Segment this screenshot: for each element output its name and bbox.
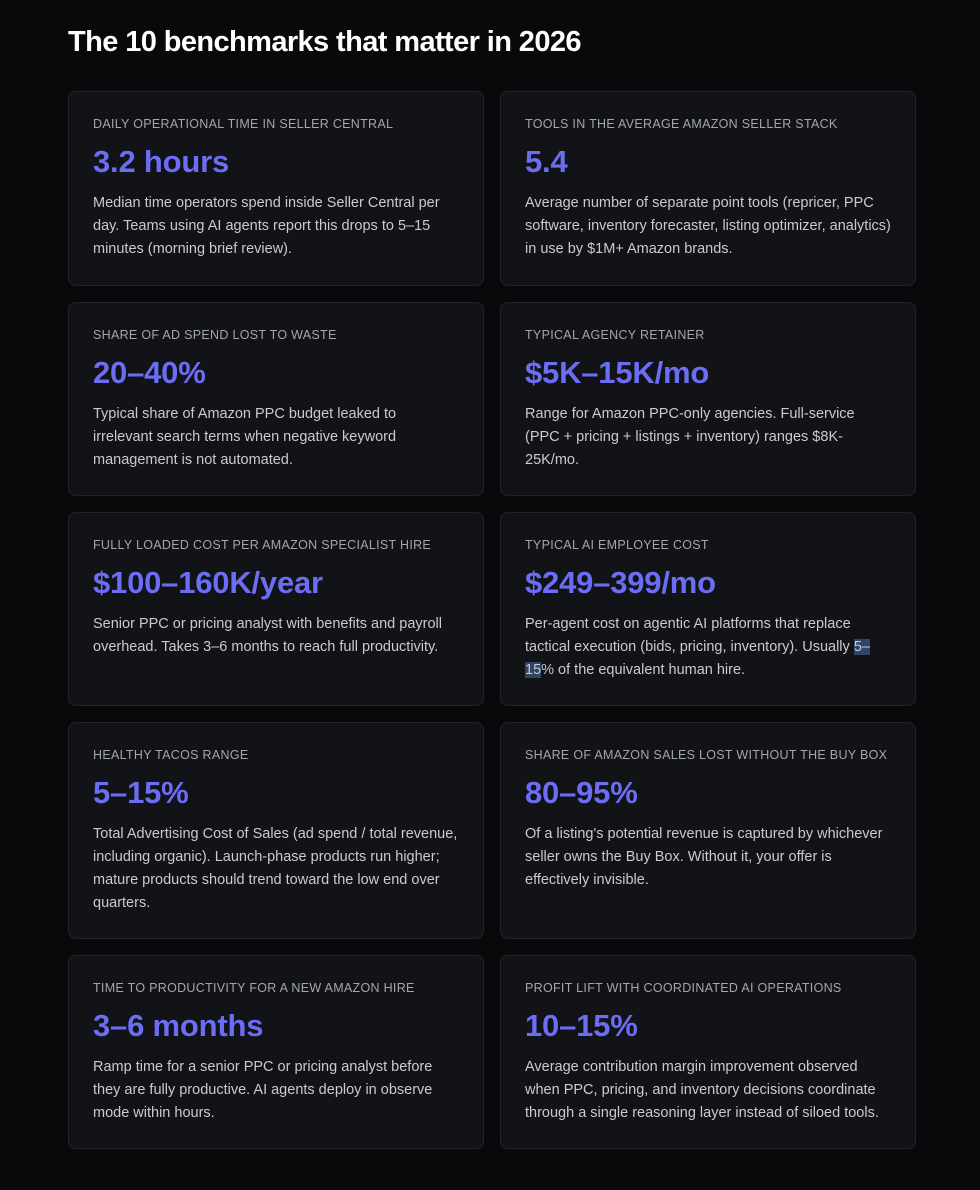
benchmark-card-time-to-productivity: TIME TO PRODUCTIVITY FOR A NEW AMAZON HI…: [68, 955, 484, 1149]
card-value: $249–399/mo: [525, 565, 716, 600]
card-label: TYPICAL AGENCY RETAINER: [525, 328, 705, 342]
card-description: Senior PPC or pricing analyst with benef…: [93, 616, 442, 655]
benchmark-card-agency-retainer: TYPICAL AGENCY RETAINER $5K–15K/mo Range…: [500, 302, 916, 496]
card-description: Average number of separate point tools (…: [525, 195, 891, 257]
card-value: 3–6 months: [93, 1008, 264, 1043]
card-value: $100–160K/year: [93, 565, 323, 600]
card-description: Median time operators spend inside Selle…: [93, 195, 440, 257]
card-description-text: Per-agent cost on agentic AI platforms t…: [525, 616, 854, 655]
benchmark-card-ai-employee-cost: TYPICAL AI EMPLOYEE COST $249–399/mo Per…: [500, 512, 916, 706]
card-value: 20–40%: [93, 355, 206, 390]
card-description-text: % of the equivalent human hire.: [541, 662, 746, 678]
benchmark-card-tacos-range: HEALTHY TACOS RANGE 5–15% Total Advertis…: [68, 722, 484, 939]
card-description: Typical share of Amazon PPC budget leake…: [93, 406, 397, 468]
card-label: TOOLS IN THE AVERAGE AMAZON SELLER STACK: [525, 117, 838, 131]
card-label: HEALTHY TACOS RANGE: [93, 748, 249, 762]
card-description: Average contribution margin improvement …: [525, 1059, 879, 1121]
benchmark-grid: DAILY OPERATIONAL TIME IN SELLER CENTRAL…: [68, 91, 916, 1149]
card-label: FULLY LOADED COST PER AMAZON SPECIALIST …: [93, 538, 432, 552]
benchmark-card-ad-spend-waste: SHARE OF AD SPEND LOST TO WASTE 20–40% T…: [68, 302, 484, 496]
benchmark-card-seller-central-time: DAILY OPERATIONAL TIME IN SELLER CENTRAL…: [68, 91, 484, 286]
card-value: 10–15%: [525, 1008, 638, 1043]
card-value: 5.4: [525, 144, 568, 179]
card-description: Ramp time for a senior PPC or pricing an…: [93, 1059, 433, 1121]
card-description: Total Advertising Cost of Sales (ad spen…: [93, 826, 458, 911]
card-value: 80–95%: [525, 775, 638, 810]
card-description: Range for Amazon PPC-only agencies. Full…: [525, 406, 855, 468]
benchmark-card-buy-box-loss: SHARE OF AMAZON SALES LOST WITHOUT THE B…: [500, 722, 916, 939]
card-label: PROFIT LIFT WITH COORDINATED AI OPERATIO…: [525, 981, 842, 995]
card-value: 3.2 hours: [93, 144, 230, 179]
card-label: TYPICAL AI EMPLOYEE COST: [525, 538, 709, 552]
benchmark-card-specialist-hire-cost: FULLY LOADED COST PER AMAZON SPECIALIST …: [68, 512, 484, 706]
card-value: $5K–15K/mo: [525, 355, 710, 390]
card-description: Per-agent cost on agentic AI platforms t…: [525, 613, 891, 682]
page-title: The 10 benchmarks that matter in 2026: [68, 26, 582, 58]
card-label: TIME TO PRODUCTIVITY FOR A NEW AMAZON HI…: [93, 981, 415, 995]
benchmark-card-profit-lift: PROFIT LIFT WITH COORDINATED AI OPERATIO…: [500, 955, 916, 1149]
benchmark-card-tools-in-stack: TOOLS IN THE AVERAGE AMAZON SELLER STACK…: [500, 91, 916, 286]
card-description: Of a listing's potential revenue is capt…: [525, 826, 883, 888]
card-value: 5–15%: [93, 775, 189, 810]
card-label: SHARE OF AD SPEND LOST TO WASTE: [93, 328, 337, 342]
card-label: SHARE OF AMAZON SALES LOST WITHOUT THE B…: [525, 748, 888, 762]
card-label: DAILY OPERATIONAL TIME IN SELLER CENTRAL: [93, 117, 394, 131]
